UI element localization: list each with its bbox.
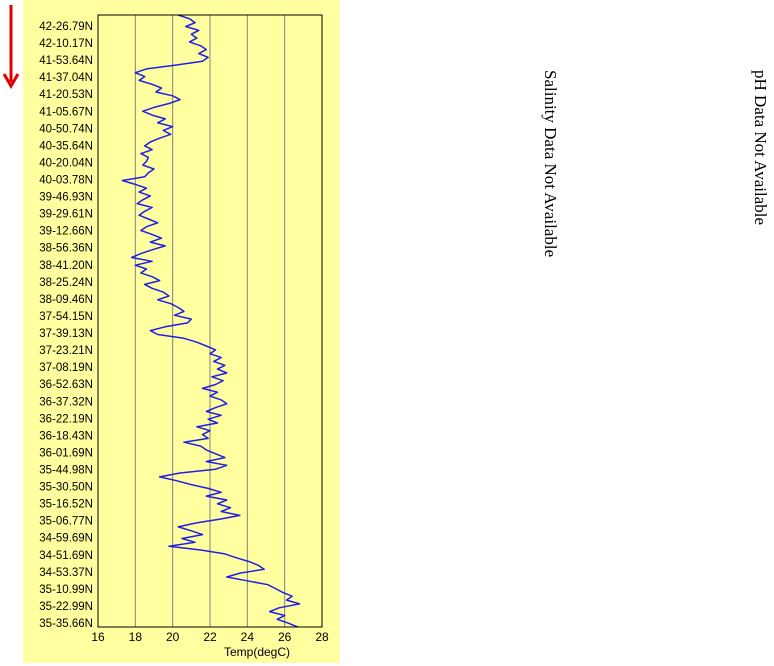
y-tick-label: 38-56.36N bbox=[39, 243, 93, 255]
y-tick-label: 40-03.78N bbox=[39, 175, 93, 187]
y-tick-label: 35-16.52N bbox=[39, 499, 93, 511]
y-tick-label: 42-26.79N bbox=[39, 21, 93, 33]
y-tick-label: 41-53.64N bbox=[39, 55, 93, 67]
y-tick-label: 38-41.20N bbox=[39, 260, 93, 272]
y-tick-label: 35-10.99N bbox=[39, 584, 93, 596]
x-tick-labels: 16 18 20 22 24 26 28 bbox=[91, 630, 329, 644]
y-tick-label: 35-35.66N bbox=[39, 618, 93, 630]
y-tick-label: 40-35.64N bbox=[39, 140, 93, 152]
x-tick-label: 20 bbox=[166, 630, 180, 644]
y-tick-label: 37-39.13N bbox=[39, 328, 93, 340]
ph-unavailable-note: pH Data Not Available bbox=[751, 70, 770, 226]
y-tick-label: 40-20.04N bbox=[39, 157, 93, 169]
y-tick-label: 35-06.77N bbox=[39, 516, 93, 528]
y-tick-label: 38-09.46N bbox=[39, 294, 93, 306]
y-tick-label: 35-44.98N bbox=[39, 464, 93, 476]
down-arrow-icon bbox=[2, 5, 20, 89]
grid-lines bbox=[134, 15, 286, 627]
x-tick-label: 18 bbox=[129, 630, 143, 644]
y-tick-label: 39-12.66N bbox=[39, 226, 93, 238]
y-tick-label: 36-18.43N bbox=[39, 430, 93, 442]
y-tick-label: 36-37.32N bbox=[39, 396, 93, 408]
y-tick-label: 41-05.67N bbox=[39, 106, 93, 118]
y-tick-label: 37-23.21N bbox=[39, 345, 93, 357]
y-tick-label: 38-25.24N bbox=[39, 277, 93, 289]
x-tick-label: 24 bbox=[241, 630, 255, 644]
y-tick-label: 41-20.53N bbox=[39, 89, 93, 101]
y-tick-label: 37-54.15N bbox=[39, 311, 93, 323]
chart-panel bbox=[23, 0, 340, 663]
y-tick-label: 34-53.37N bbox=[39, 567, 93, 579]
y-tick-label: 34-59.69N bbox=[39, 533, 93, 545]
y-tick-label: 36-22.19N bbox=[39, 413, 93, 425]
x-axis-label: Temp(degC) bbox=[224, 645, 290, 659]
y-tick-label: 36-01.69N bbox=[39, 447, 93, 459]
temperature-series-line bbox=[121, 14, 301, 628]
salinity-unavailable-note: Salinity Data Not Available bbox=[541, 70, 560, 258]
x-tick-label: 22 bbox=[203, 630, 217, 644]
y-tick-label: 39-29.61N bbox=[39, 209, 93, 221]
y-tick-label: 37-08.19N bbox=[39, 362, 93, 374]
x-tick-label: 26 bbox=[278, 630, 292, 644]
x-tick-label: 16 bbox=[91, 630, 105, 644]
y-tick-label: 35-30.50N bbox=[39, 482, 93, 494]
x-tick-label: 28 bbox=[315, 630, 329, 644]
y-tick-labels: 42-26.79N 42-10.17N 41-53.64N 41-37.04N 41-2… bbox=[39, 21, 93, 630]
y-tick-label: 39-46.93N bbox=[39, 192, 93, 204]
y-tick-label: 41-37.04N bbox=[39, 72, 93, 84]
plot-frame bbox=[97, 14, 323, 628]
y-tick-label: 40-50.74N bbox=[39, 123, 93, 135]
y-tick-label: 35-22.99N bbox=[39, 601, 93, 613]
y-tick-label: 42-10.17N bbox=[39, 38, 93, 50]
y-tick-label: 34-51.69N bbox=[39, 550, 93, 562]
y-tick-label: 36-52.63N bbox=[39, 379, 93, 391]
